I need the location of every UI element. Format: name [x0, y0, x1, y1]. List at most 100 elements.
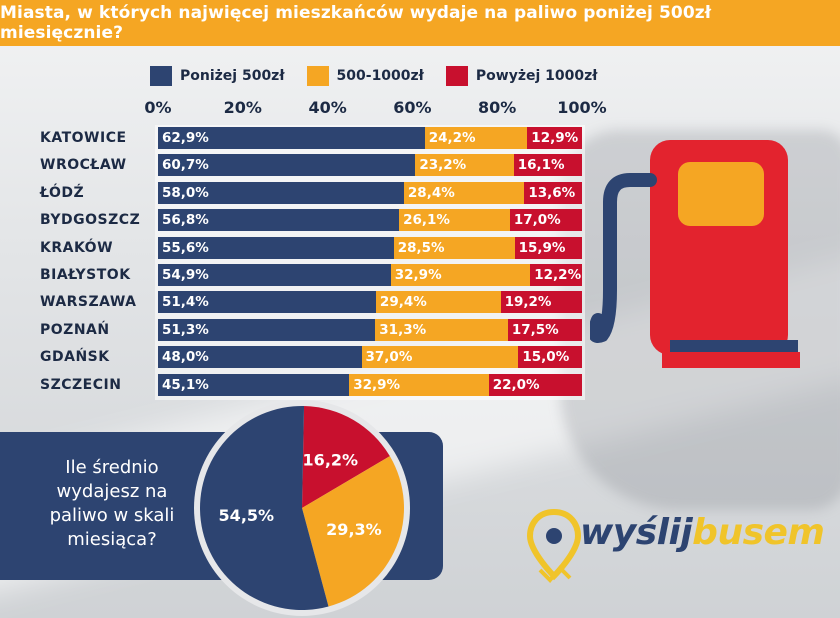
bar-segment-below500: 58,0% [158, 181, 404, 204]
bar-segment-mid: 26,1% [399, 209, 510, 232]
bar-segment-above1000: 15,9% [514, 236, 582, 259]
data-label: 56,8% [162, 212, 209, 229]
data-label: 51,3% [162, 321, 209, 338]
category-label: POZNAŃ [40, 321, 110, 338]
bar-segment-below500: 51,4% [158, 291, 376, 314]
legend-swatch-mid [306, 66, 329, 86]
bar-segment-mid: 32,9% [390, 264, 531, 286]
fuel-pump-icon [590, 140, 800, 368]
category-label: SZCZECIN [40, 376, 122, 393]
data-label: 29,4% [379, 294, 427, 311]
bar-segment-above1000: 19,2% [500, 291, 582, 314]
bar-segment-mid: 32,9% [349, 373, 489, 396]
question-text: Ile średnio wydajesz na paliwo w skali m… [49, 457, 175, 550]
category-label: WROCŁAW [40, 157, 127, 174]
bar-segment-above1000: 15,0% [518, 346, 582, 369]
category-label: ŁÓDŹ [40, 184, 85, 201]
bar-segment-mid: 37,0% [361, 346, 519, 369]
bar-segment-mid: 29,4% [375, 291, 501, 314]
bar-segment-mid: 28,4% [403, 181, 525, 204]
pie-slice-label: 54,5% [219, 506, 275, 525]
data-label: 24,2% [428, 130, 476, 146]
legend-swatch-above1000 [445, 66, 468, 86]
pie-slice [199, 406, 329, 610]
x-tick-label: 80% [478, 98, 517, 117]
data-label: 60,7% [162, 157, 209, 174]
x-tick-label: 20% [223, 98, 262, 117]
data-label: 28,4% [407, 184, 455, 201]
legend-item-above1000: Powyżej 1000zł [445, 66, 598, 86]
data-label: 17,5% [511, 321, 559, 338]
bar-segment-below500: 60,7% [158, 154, 416, 177]
data-label: 15,0% [522, 349, 570, 366]
pie-slice [302, 406, 390, 508]
data-label: 13,6% [528, 184, 576, 201]
data-label: 37,0% [365, 349, 413, 366]
bar-segment-mid: 31,3% [375, 318, 508, 341]
data-label: 12,9% [531, 130, 579, 146]
data-label: 28,5% [397, 239, 445, 256]
bar-segment-mid: 23,2% [415, 154, 514, 177]
category-label: GDAŃSK [40, 349, 110, 366]
bar-segment-below500: 55,6% [158, 236, 394, 259]
logo-pin-icon [526, 508, 582, 583]
data-label: 58,0% [162, 184, 209, 201]
bar-segment-mid: 28,5% [393, 236, 515, 259]
pie-slice-label: 16,2% [303, 451, 359, 470]
legend: Poniżej 500zł 500-1000zł Powyżej 1000zł [150, 66, 619, 86]
data-label: 51,4% [162, 294, 209, 311]
legend-item-below500: Poniżej 500zł [150, 66, 285, 86]
bar-segment-below500: 56,8% [158, 209, 400, 232]
bar-segment-mid: 24,2% [424, 127, 528, 149]
bar-segment-below500: 51,3% [158, 318, 376, 341]
data-label: 48,0% [162, 349, 209, 366]
legend-swatch-below500 [150, 66, 172, 86]
pie-slice-label: 29,3% [326, 520, 382, 539]
bar-segment-above1000: 13,6% [524, 181, 582, 204]
data-label: 31,3% [379, 321, 427, 338]
logo-wordmark: wyślijbusem [580, 512, 825, 553]
bar-segment-above1000: 12,2% [530, 264, 582, 286]
data-label: 12,2% [534, 267, 582, 283]
category-label: BYDGOSZCZ [40, 212, 141, 229]
pie-chart: 16,2% 29,3% 54,5% [194, 400, 410, 616]
data-label: 17,0% [513, 212, 561, 229]
pie-slice [302, 456, 404, 607]
bar-segment-above1000: 17,5% [507, 318, 582, 341]
bar-segment-above1000: 12,9% [527, 127, 582, 149]
data-label: 32,9% [353, 376, 401, 393]
x-tick-label: 60% [393, 98, 432, 117]
data-label: 55,6% [162, 239, 209, 256]
legend-item-mid: 500-1000zł [306, 66, 424, 86]
bar-segment-below500: 48,0% [158, 346, 362, 369]
legend-label-below500: Poniżej 500zł [180, 68, 285, 84]
logo-part1: wyślij [580, 512, 693, 553]
data-label: 62,9% [162, 130, 209, 146]
bar-segment-above1000: 22,0% [488, 373, 582, 396]
legend-label-mid: 500-1000zł [336, 68, 424, 84]
data-label: 15,9% [518, 239, 566, 256]
data-label: 19,2% [504, 294, 552, 311]
bar-segment-below500: 54,9% [158, 264, 391, 286]
x-tick-label: 40% [308, 98, 347, 117]
category-label: WARSZAWA [40, 294, 137, 311]
data-label: 23,2% [419, 157, 467, 174]
x-axis-ticks: 0% 20% 40% 60% 80% 100% [0, 98, 840, 120]
data-label: 54,9% [162, 267, 209, 283]
legend-label-above1000: Powyżej 1000zł [475, 68, 598, 84]
data-label: 26,1% [403, 212, 450, 229]
x-tick-label: 0% [144, 98, 172, 117]
data-label: 32,9% [394, 267, 442, 283]
logo-part2: busem [692, 512, 825, 553]
chart-title: Miasta, w których najwięcej mieszkańców … [0, 0, 840, 46]
bar-segment-above1000: 16,1% [513, 154, 582, 177]
bar-segment-below500: 45,1% [158, 373, 350, 396]
data-label: 16,1% [517, 157, 565, 174]
bar-segment-above1000: 17,0% [509, 209, 582, 232]
category-label: BIAŁYSTOK [40, 267, 131, 283]
bar-segment-below500: 62,9% [158, 127, 425, 149]
data-label: 45,1% [162, 376, 209, 393]
category-label: KRAKÓW [40, 239, 114, 256]
x-tick-label: 100% [557, 98, 607, 117]
data-label: 22,0% [492, 376, 540, 393]
